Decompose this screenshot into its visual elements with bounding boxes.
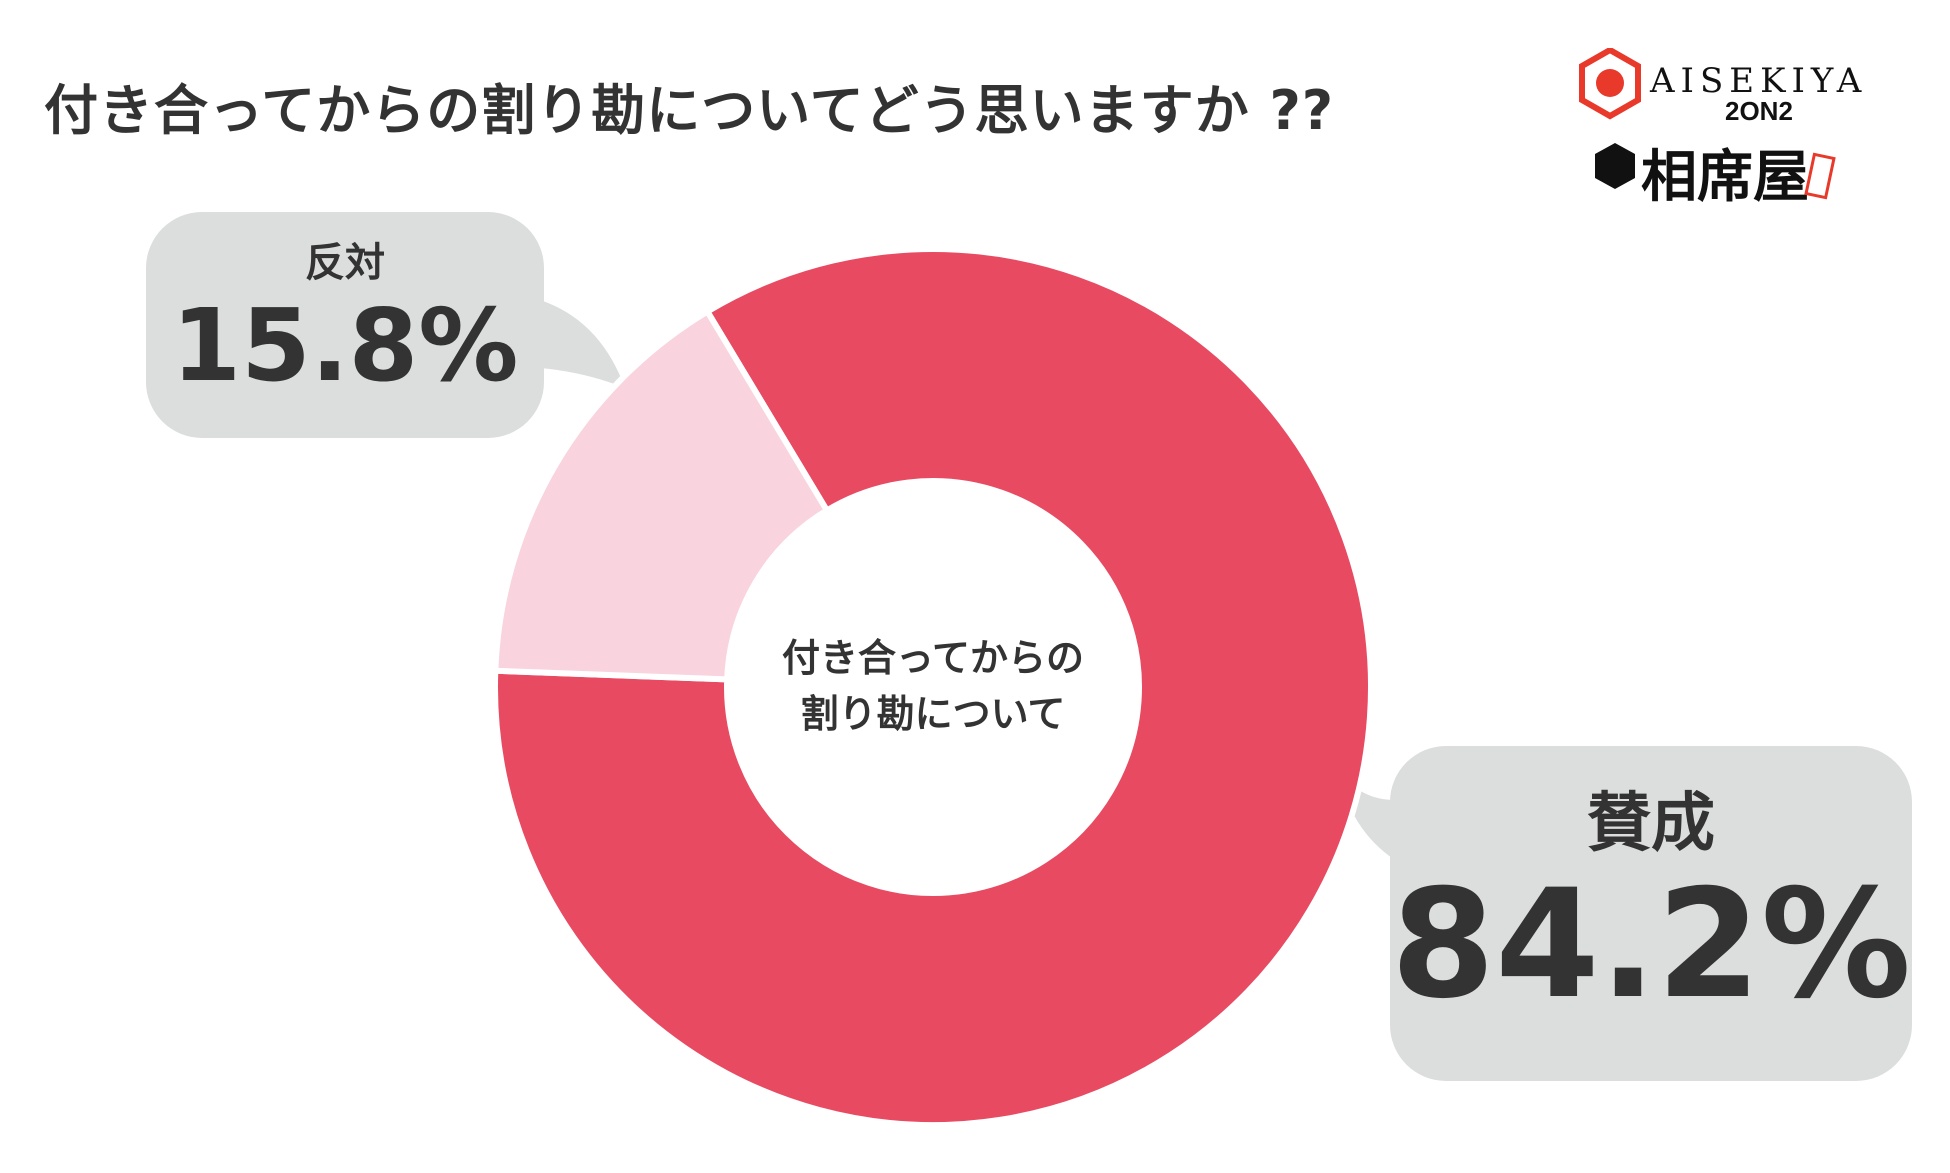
slice-label-against: 反対: [305, 240, 385, 286]
logo-text-en: AISEKIYA: [1649, 61, 1867, 101]
logo-stamp-icon: [1804, 152, 1836, 200]
chart-title: 付き合ってからの割り勘についてどう思いますか ??: [44, 79, 1335, 142]
bubble-tail-against: [540, 300, 625, 388]
center-label-line: 割り勘について: [800, 692, 1066, 736]
logo-emblem-icon: [1595, 143, 1635, 189]
logo-hexagon-icon: [1579, 48, 1641, 120]
center-label-line: 付き合ってからの: [781, 636, 1085, 680]
slice-value-for: 84.2%: [1390, 858, 1912, 1032]
logo-text-sub: 2ON2: [1725, 96, 1793, 126]
donut-slice-for: [492, 246, 1374, 1128]
logo-knot-icon: [1596, 69, 1624, 97]
donut-center-label: 付き合ってからの 割り勘について: [733, 630, 1133, 742]
slice-label-for: 賛成: [1587, 787, 1715, 861]
aisekiya-logo: AISEKIYA 2ON2 相席屋: [1579, 48, 1867, 210]
callout-for: 賛成 84.2%: [1390, 746, 1912, 1081]
slice-value-against: 15.8%: [171, 287, 519, 404]
logo-text-ja: 相席屋: [1641, 144, 1809, 210]
callout-against: 反対 15.8%: [146, 212, 544, 438]
donut-slice-against: [492, 307, 832, 683]
